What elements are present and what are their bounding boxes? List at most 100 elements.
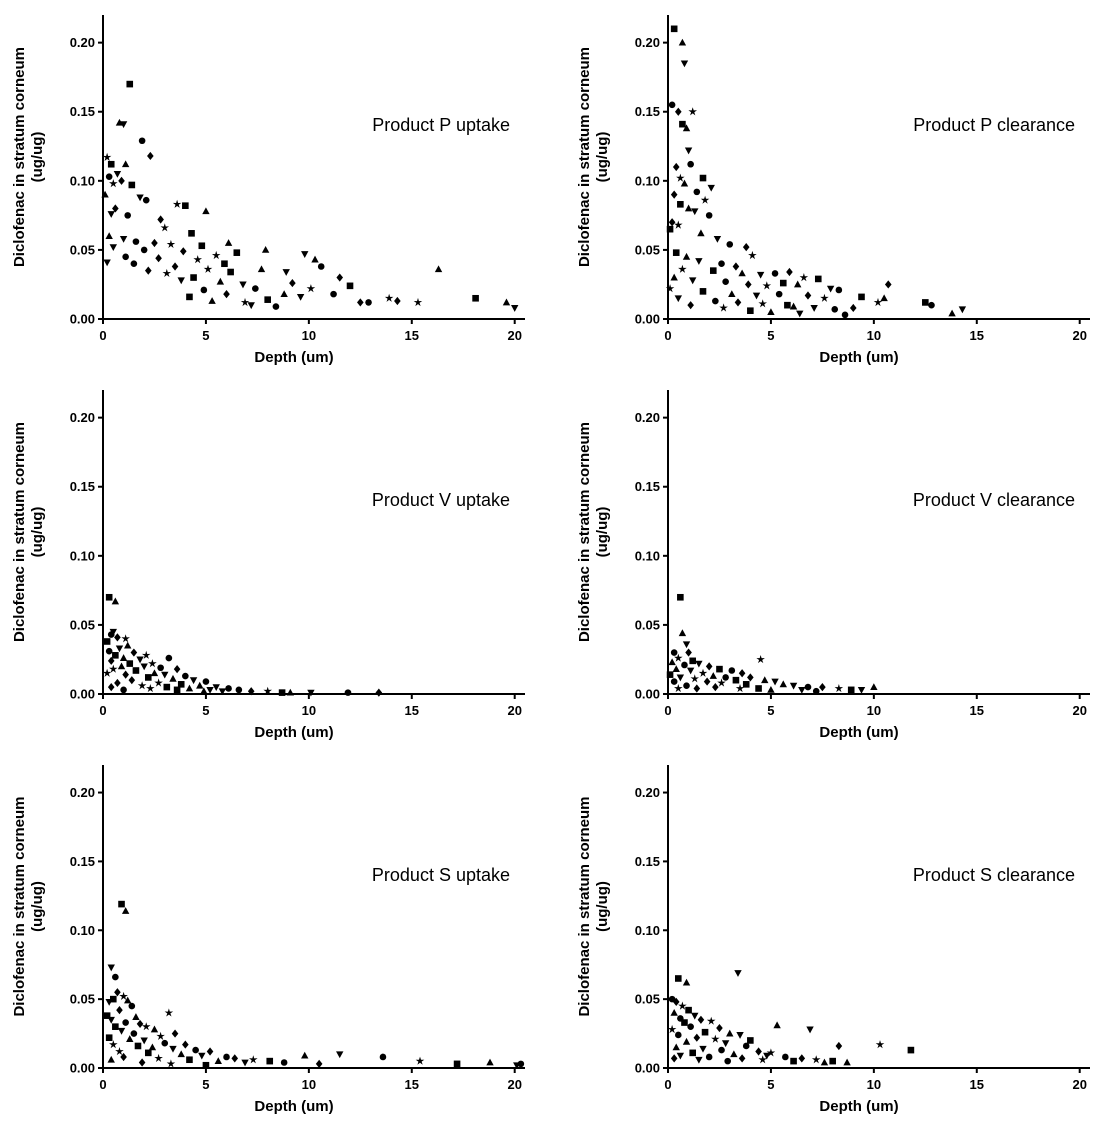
data-point — [674, 1031, 682, 1039]
x-tick-label: 10 — [302, 1077, 316, 1092]
data-point — [252, 285, 259, 292]
y-axis-unit: (ug/ug) — [594, 881, 611, 932]
data-point — [755, 685, 762, 692]
data-point — [272, 303, 280, 310]
x-axis-title: Depth (um) — [254, 349, 333, 366]
data-point — [674, 653, 683, 662]
data-point — [907, 1046, 915, 1054]
data-point — [682, 641, 691, 649]
data-point — [112, 652, 119, 659]
data-point — [732, 676, 740, 684]
data-point — [286, 688, 295, 696]
data-point — [394, 296, 401, 306]
data-point — [676, 1052, 685, 1060]
data-point — [214, 1057, 222, 1065]
data-point — [111, 597, 120, 605]
x-axis-title: Depth (um) — [819, 1098, 898, 1115]
data-point — [151, 238, 158, 248]
data-point — [182, 672, 189, 680]
data-point — [112, 204, 119, 213]
data-point — [189, 677, 198, 685]
data-point — [161, 671, 169, 679]
data-point — [782, 1053, 789, 1061]
x-tick-label: 10 — [867, 328, 881, 343]
data-point — [415, 1056, 425, 1065]
data-point — [164, 1008, 174, 1017]
data-point — [126, 660, 134, 667]
data-point — [169, 1045, 177, 1053]
data-point — [112, 973, 119, 981]
data-point — [132, 238, 140, 245]
data-point — [198, 1052, 206, 1060]
data-point — [679, 120, 686, 128]
data-point — [666, 225, 674, 233]
x-tick-label: 15 — [970, 1077, 984, 1092]
data-point — [689, 277, 697, 285]
data-point — [747, 1037, 754, 1044]
data-point — [233, 249, 241, 256]
data-point — [126, 1035, 134, 1042]
y-tick-label: 0.00 — [70, 687, 95, 702]
chart-panel-6: 0.00 0.05 0.10 0.15 0.20 0 5 10 15 20 Depth (um) Di… — [565, 750, 1110, 1124]
data-point — [747, 673, 754, 682]
data-point — [130, 1030, 138, 1037]
data-point — [756, 655, 765, 664]
chart-svg: 0.00 0.05 0.10 0.15 0.20 0 5 10 15 20 Depth (um) Di… — [576, 390, 1090, 741]
data-point — [948, 309, 956, 317]
data-point — [786, 267, 793, 277]
data-point — [169, 674, 177, 682]
data-point — [834, 684, 844, 693]
data-point — [280, 1059, 288, 1066]
data-point — [689, 1049, 697, 1057]
data-point — [734, 970, 742, 977]
data-point — [115, 645, 124, 653]
data-point — [235, 686, 243, 694]
data-point — [674, 975, 682, 982]
y-tick-label: 0.05 — [70, 242, 95, 257]
data-point — [680, 179, 689, 187]
chart-panel-1: 0.00 0.05 0.10 0.15 0.20 0 5 10 15 20 Depth (um) Di… — [0, 0, 545, 375]
data-point — [687, 1023, 694, 1030]
data-point — [336, 1051, 344, 1059]
data-point — [144, 674, 152, 681]
data-point — [712, 297, 719, 305]
x-tick-label: 0 — [664, 328, 671, 343]
data-point — [126, 80, 134, 88]
x-tick-label: 5 — [202, 1077, 209, 1092]
data-point — [105, 232, 113, 239]
data-point — [138, 137, 146, 145]
data-point — [701, 1028, 709, 1036]
data-point — [177, 681, 185, 688]
data-point — [190, 274, 197, 281]
data-point — [124, 641, 132, 649]
data-point — [819, 682, 826, 692]
data-point — [875, 1040, 885, 1049]
y-tick-label: 0.20 — [70, 410, 95, 425]
data-point — [140, 663, 148, 671]
data-point — [224, 239, 233, 246]
data-point — [138, 1058, 146, 1067]
scatter-points — [101, 80, 519, 312]
data-point — [726, 241, 734, 248]
data-point — [685, 1006, 692, 1014]
data-point — [755, 1047, 762, 1056]
y-tick-label: 0.00 — [635, 1061, 660, 1076]
chart-svg: 0.00 0.05 0.10 0.15 0.20 0 5 10 15 20 Depth (um) Di… — [576, 765, 1090, 1115]
data-point — [775, 290, 783, 298]
data-point — [670, 1009, 678, 1016]
x-tick-label: 5 — [767, 703, 774, 718]
data-point — [150, 1025, 159, 1033]
x-axis-title: Depth (um) — [254, 1098, 333, 1115]
data-point — [413, 297, 423, 307]
data-point — [107, 964, 115, 972]
data-point — [206, 1047, 214, 1056]
data-point — [105, 998, 113, 1006]
data-point — [744, 280, 752, 289]
data-point — [779, 279, 787, 287]
data-point — [686, 667, 695, 675]
data-point — [218, 688, 227, 696]
data-point — [103, 259, 111, 267]
data-point — [767, 308, 775, 315]
y-tick-label: 0.05 — [635, 242, 660, 257]
data-point — [196, 681, 204, 689]
